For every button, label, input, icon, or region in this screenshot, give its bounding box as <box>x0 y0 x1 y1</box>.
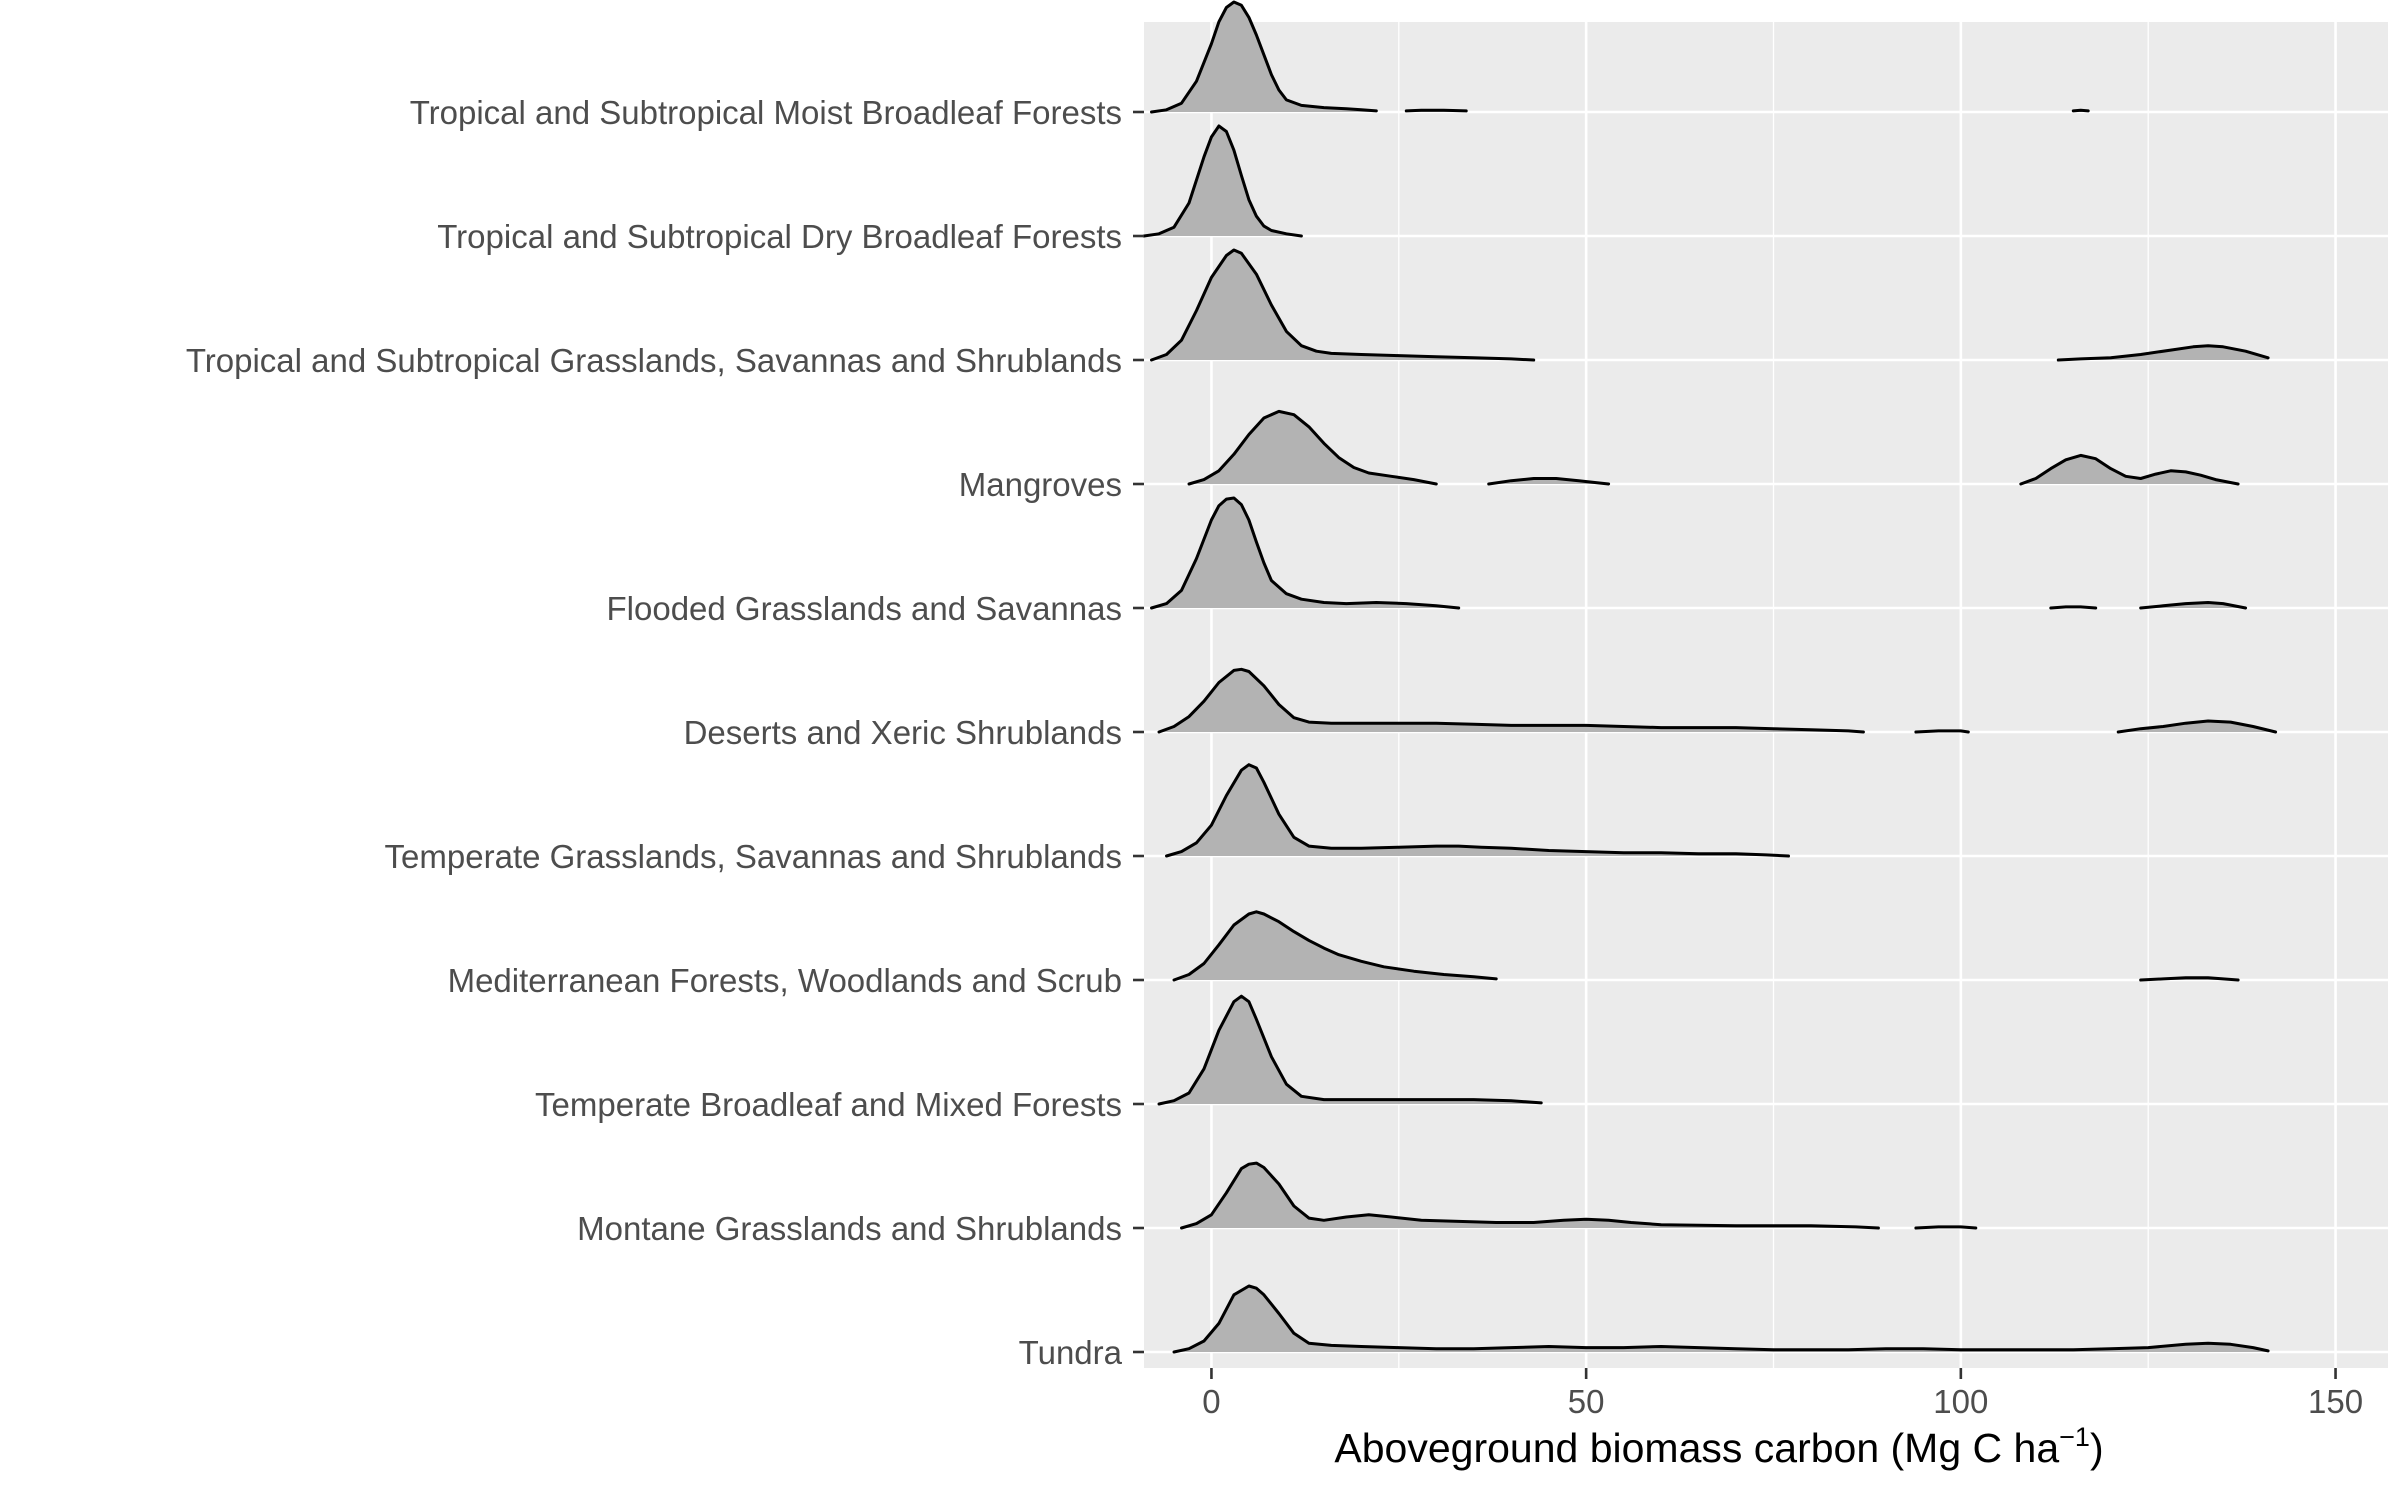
category-label: Flooded Grasslands and Savannas <box>607 590 1123 627</box>
ridge-line <box>1487 477 1611 486</box>
ridge-fill <box>1144 126 1302 236</box>
category-label: Montane Grasslands and Shrublands <box>577 1210 1122 1247</box>
ridge-2 <box>1142 124 1303 238</box>
ridges <box>1142 0 2278 1354</box>
ridge-7 <box>1165 763 1790 858</box>
ridge-fill <box>2058 345 2269 360</box>
x-tick-label: 150 <box>2308 1383 2363 1420</box>
ridge-line <box>1142 124 1303 238</box>
ridge-fill <box>1151 250 1534 360</box>
ridge-fill <box>2020 455 2239 484</box>
ridge-fill <box>1166 764 1789 856</box>
x-tick-label: 100 <box>1933 1383 1988 1420</box>
ridge-line <box>1172 910 1498 982</box>
ridge-line <box>1914 1225 1978 1230</box>
ridge-line <box>1150 0 1378 114</box>
ridge-fill <box>1174 1286 2269 1352</box>
ridge-fill <box>1151 498 1459 608</box>
x-axis-title-superscript: −1 <box>2059 1422 2090 1452</box>
x-tick-label: 0 <box>1202 1383 1220 1420</box>
ridge-line <box>1172 1284 2270 1354</box>
ridge-line <box>2139 976 2240 982</box>
ridge-line <box>1404 108 1468 113</box>
ridge-4 <box>1187 409 2240 486</box>
x-axis-title: Aboveground biomass carbon (Mg C ha−1) <box>1334 1422 2103 1471</box>
ridge-5 <box>1150 496 2248 610</box>
ridge-line <box>1150 496 1461 610</box>
ridge-line <box>2049 605 2098 610</box>
ridge-3 <box>1150 248 2270 362</box>
ridge-line <box>1165 763 1790 858</box>
ridge-fill <box>1174 911 1497 980</box>
ridge-line <box>1914 729 1970 734</box>
ridge-fill <box>1159 996 1542 1104</box>
ridge-1 <box>1150 0 2090 114</box>
ridge-line <box>2139 601 2248 610</box>
category-label: Temperate Grasslands, Savannas and Shrub… <box>385 838 1122 875</box>
category-label: Temperate Broadleaf and Mixed Forests <box>535 1086 1122 1123</box>
ridge-9 <box>1157 994 1543 1106</box>
ridge-line <box>2056 344 2270 362</box>
x-tick-label: 50 <box>1568 1383 1605 1420</box>
ridge-line <box>1157 994 1543 1106</box>
category-label: Tropical and Subtropical Grasslands, Sav… <box>186 342 1122 379</box>
ridge-line <box>1157 667 1865 734</box>
category-label: Tundra <box>1019 1334 1123 1371</box>
category-label: Mediterranean Forests, Woodlands and Scr… <box>448 962 1122 999</box>
ridge-line <box>1180 1161 1880 1230</box>
category-label: Tropical and Subtropical Dry Broadleaf F… <box>437 218 1122 255</box>
x-axis: 0 50 100 150 <box>1202 1368 2363 1420</box>
x-axis-title-close: ) <box>2090 1425 2104 1471</box>
y-axis: Tropical and Subtropical Moist Broadleaf… <box>186 94 1144 1371</box>
ridge-fill <box>1189 411 1437 484</box>
ridge-fill <box>1488 478 1609 484</box>
category-label: Tropical and Subtropical Moist Broadleaf… <box>410 94 1122 131</box>
ridge-line <box>1150 248 1536 362</box>
ridge-8 <box>1172 910 2240 982</box>
category-label: Deserts and Xeric Shrublands <box>684 714 1122 751</box>
ridge-6 <box>1157 667 2278 734</box>
ridge-11 <box>1172 1284 2270 1354</box>
ridge-line <box>2071 108 2090 113</box>
category-label: Mangroves <box>959 466 1122 503</box>
ridge-fill <box>1181 1163 1879 1228</box>
ridge-line <box>1187 409 1438 486</box>
ridge-10 <box>1180 1161 1978 1230</box>
ridge-line <box>2019 453 2240 486</box>
ridge-line <box>2116 719 2278 734</box>
plot-panel <box>1144 22 2388 1368</box>
